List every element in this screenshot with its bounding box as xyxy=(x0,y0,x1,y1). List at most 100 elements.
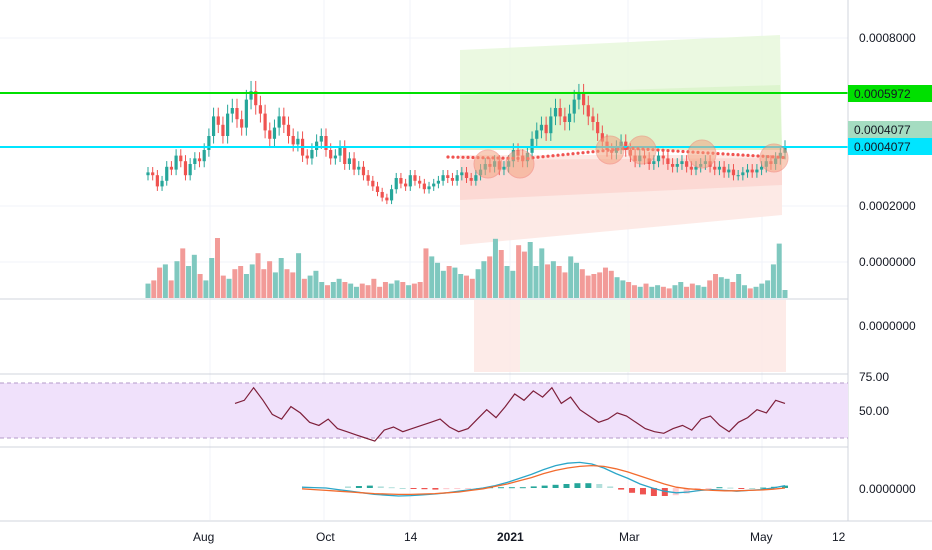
volume-bar xyxy=(429,256,435,298)
rsi-mid-label: 50.00 xyxy=(859,404,889,418)
candle-body xyxy=(759,166,764,170)
candle-body xyxy=(418,180,422,184)
trend-dot xyxy=(456,155,460,159)
candle-body xyxy=(272,127,277,139)
volume-bar xyxy=(406,285,412,298)
price-tick-label: 0.0000000 xyxy=(859,255,916,269)
volume-bar xyxy=(770,264,776,298)
trend-dot xyxy=(541,155,545,159)
trend-dot xyxy=(746,153,750,157)
volume-bar xyxy=(394,280,400,298)
candle-body xyxy=(174,155,178,170)
candle-body xyxy=(544,124,548,134)
macd-hist-bar xyxy=(749,488,756,489)
volume-bar xyxy=(492,238,498,298)
candle-body xyxy=(207,136,211,150)
candle-body xyxy=(310,150,314,159)
volume-bar xyxy=(591,274,597,298)
volume-bar xyxy=(342,282,348,298)
candle-body xyxy=(240,119,244,128)
trend-dot xyxy=(536,155,540,159)
trend-dot xyxy=(556,153,560,157)
volume-bar xyxy=(197,274,203,298)
trend-dot xyxy=(721,152,725,156)
candle-body xyxy=(591,116,595,122)
volume-bar xyxy=(243,274,249,298)
volume-bar xyxy=(348,283,354,298)
time-label: Mar xyxy=(619,530,640,544)
trend-dot xyxy=(571,152,575,156)
volume-bar xyxy=(290,272,296,298)
candle-body xyxy=(577,94,581,100)
volume-bar xyxy=(400,282,406,298)
candle-body xyxy=(249,91,253,100)
volume-bar xyxy=(481,261,487,298)
indicator-green-shade xyxy=(520,300,630,372)
time-axis[interactable]: Aug Oct 14 2021 Mar May 12 xyxy=(193,530,846,544)
trend-dot xyxy=(751,154,755,158)
volume-bar xyxy=(214,238,220,298)
volume-bar xyxy=(423,248,429,298)
volume-bar xyxy=(579,269,585,298)
candle-body xyxy=(713,166,717,170)
highlight-circles xyxy=(473,135,789,179)
volume-bar xyxy=(226,278,232,298)
volume-bar xyxy=(446,266,452,298)
rsi-line xyxy=(234,386,786,442)
macd-hist-bar xyxy=(465,488,472,489)
volume-bar xyxy=(162,264,168,298)
volume-bars xyxy=(145,238,788,298)
red-zone-inner xyxy=(460,158,782,200)
macd-hist-bar xyxy=(672,488,679,496)
cyan-level-badge xyxy=(848,138,932,155)
trend-dot xyxy=(731,152,735,157)
trend-dot xyxy=(446,155,450,159)
volume-bar xyxy=(272,272,278,298)
volume-bar xyxy=(516,245,522,298)
price-axis[interactable]: 0.0008000 0.0002000 0.0000000 0.0005972 … xyxy=(848,31,932,496)
candle-body xyxy=(352,158,356,170)
highlight-circle xyxy=(759,143,789,173)
volume-bar xyxy=(660,286,666,298)
candle-body xyxy=(464,172,469,178)
candle-body xyxy=(315,141,319,150)
macd-hist-bar xyxy=(377,486,384,488)
candle-body xyxy=(151,172,155,176)
candle-body xyxy=(216,116,220,125)
volume-bar xyxy=(678,282,684,298)
trend-dot xyxy=(546,154,550,158)
volume-bar xyxy=(186,266,192,298)
candle-body xyxy=(685,161,689,167)
volume-bar xyxy=(371,278,377,298)
volume-bar xyxy=(701,286,707,298)
macd-hist-bar xyxy=(432,488,439,490)
candle-body xyxy=(404,183,408,187)
volume-bar xyxy=(307,275,313,298)
trend-dot xyxy=(666,148,670,153)
candle-body xyxy=(694,166,698,170)
volume-bar xyxy=(353,286,359,298)
highlight-circle xyxy=(687,139,717,169)
volume-bar xyxy=(649,286,655,298)
macd-hist-bar xyxy=(716,487,723,489)
last-price-badge-text: 0.0004077 xyxy=(854,123,911,137)
trend-dot xyxy=(716,151,720,156)
volume-bar xyxy=(232,269,238,298)
candle-body xyxy=(296,138,300,145)
volume-bar xyxy=(319,282,325,298)
candle-body xyxy=(586,105,590,117)
volume-bar xyxy=(741,285,747,298)
candle-body xyxy=(474,175,478,181)
volume-bar xyxy=(608,270,614,298)
macd-hist-bar xyxy=(399,488,406,489)
candle-body xyxy=(263,113,267,131)
volume-bar xyxy=(365,285,371,298)
projection-zone xyxy=(460,35,786,372)
trend-dot xyxy=(741,153,745,157)
volume-bar xyxy=(556,266,562,298)
volume-bar xyxy=(498,250,504,298)
volume-bar xyxy=(527,242,533,298)
volume-bar xyxy=(626,282,632,298)
macd-hist-bar xyxy=(683,488,690,494)
